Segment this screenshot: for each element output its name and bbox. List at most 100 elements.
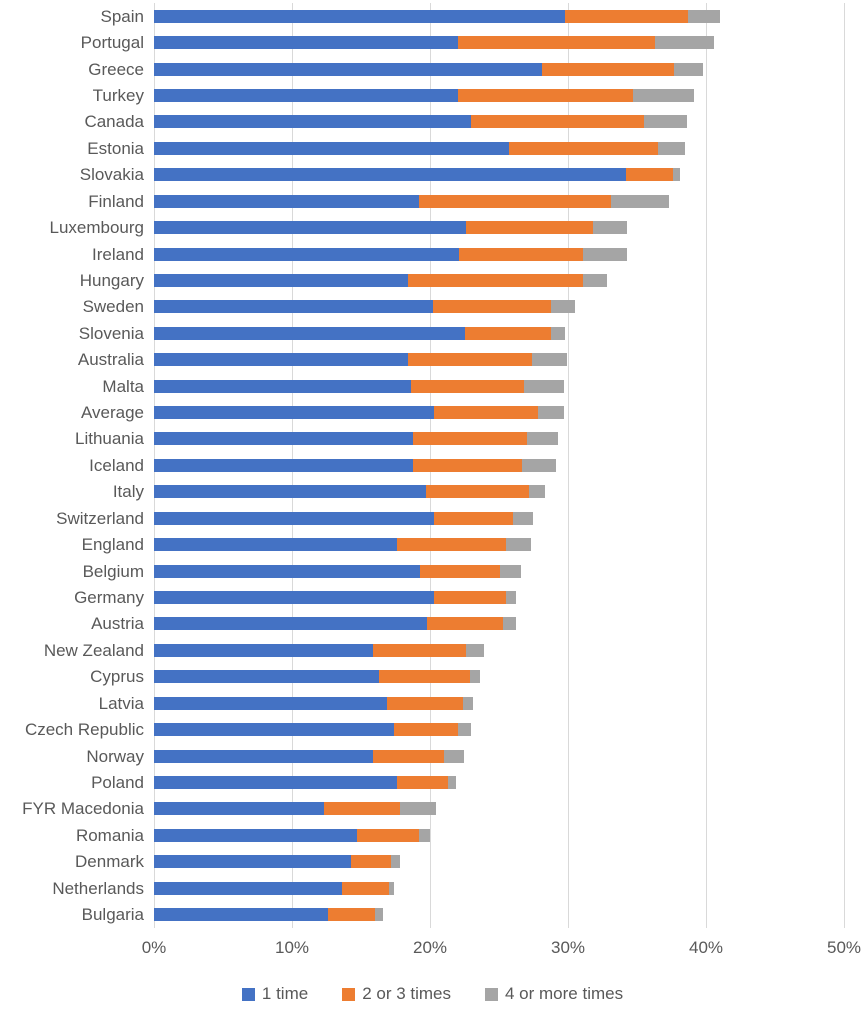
- bar-segment-2-or-3-times: [413, 432, 527, 446]
- bar-track: [154, 458, 844, 472]
- category-label: New Zealand: [43, 640, 144, 660]
- bar-track: [154, 723, 844, 737]
- bar-segment-2-or-3-times: [434, 590, 506, 604]
- bar-segment-4-or-more-times: [551, 300, 575, 314]
- bar-segment-4-or-more-times: [463, 696, 473, 710]
- bar-track: [154, 617, 844, 631]
- category-label: Sweden: [82, 297, 144, 317]
- legend-item-1-time: 1 time: [241, 984, 309, 1004]
- bar-segment-1-time: [154, 775, 397, 789]
- bar-track: [154, 802, 844, 816]
- bar-segment-1-time: [154, 168, 626, 182]
- chart-row: Lithuania: [0, 426, 865, 452]
- legend-swatch-icon: [342, 987, 356, 1001]
- gridline-30%: [568, 3, 569, 928]
- bar-track: [154, 247, 844, 261]
- gridline-40%: [706, 3, 707, 928]
- bar-segment-1-time: [154, 62, 542, 76]
- bar-segment-2-or-3-times: [396, 775, 448, 789]
- bar-track: [154, 379, 844, 393]
- bar-segment-1-time: [154, 406, 435, 420]
- bar-segment-1-time: [154, 908, 328, 922]
- category-label: Hungary: [79, 270, 144, 290]
- bar-segment-2-or-3-times: [420, 564, 501, 578]
- bar-segment-1-time: [154, 511, 435, 525]
- bar-track: [154, 326, 844, 340]
- bar-track: [154, 881, 844, 895]
- x-axis: 0% 10% 20% 30% 40% 50%: [142, 938, 861, 962]
- chart-row: Sweden: [0, 294, 865, 320]
- category-label: Iceland: [89, 455, 144, 475]
- legend-swatch-icon: [241, 987, 255, 1001]
- chart-row: Switzerland: [0, 505, 865, 531]
- bar-track: [154, 36, 844, 50]
- category-label: Finland: [88, 191, 144, 211]
- category-label: Luxembourg: [49, 218, 144, 238]
- bar-track: [154, 88, 844, 102]
- category-label: Greece: [88, 59, 144, 79]
- chart-row: Austria: [0, 611, 865, 637]
- bar-segment-4-or-more-times: [654, 36, 715, 50]
- bar-segment-1-time: [154, 643, 374, 657]
- chart-row: Slovakia: [0, 162, 865, 188]
- bar-segment-1-time: [154, 432, 414, 446]
- bar-segment-1-time: [154, 194, 419, 208]
- bar-segment-2-or-3-times: [341, 881, 389, 895]
- legend-label: 4 or more times: [505, 984, 624, 1003]
- bar-segment-4-or-more-times: [512, 511, 534, 525]
- category-label: Poland: [91, 772, 144, 792]
- bar-track: [154, 62, 844, 76]
- bar-segment-1-time: [154, 115, 472, 129]
- bar-segment-2-or-3-times: [465, 221, 593, 235]
- bar-track: [154, 749, 844, 763]
- bar-segment-4-or-more-times: [643, 115, 687, 129]
- chart-row: Estonia: [0, 135, 865, 161]
- bar-segment-4-or-more-times: [447, 775, 457, 789]
- bar-segment-4-or-more-times: [583, 247, 628, 261]
- bar-segment-4-or-more-times: [537, 406, 564, 420]
- category-label: Spain: [100, 6, 144, 26]
- legend-swatch-icon: [485, 987, 498, 1001]
- bar-track: [154, 168, 844, 182]
- bar-segment-2-or-3-times: [625, 168, 673, 182]
- bar-segment-2-or-3-times: [457, 88, 633, 102]
- bar-segment-4-or-more-times: [457, 723, 472, 737]
- category-label: Belgium: [82, 561, 144, 581]
- category-label: Latvia: [98, 693, 144, 713]
- x-tick-label: 40%: [688, 938, 724, 957]
- category-label: Malta: [102, 376, 144, 396]
- bar-track: [154, 115, 844, 129]
- bar-segment-1-time: [154, 458, 414, 472]
- category-label: Austria: [91, 614, 144, 634]
- bar-segment-4-or-more-times: [505, 538, 531, 552]
- bar-segment-2-or-3-times: [434, 511, 513, 525]
- bar-segment-4-or-more-times: [532, 353, 567, 367]
- bar-segment-4-or-more-times: [632, 88, 694, 102]
- chart-row: Netherlands: [0, 875, 865, 901]
- bar-segment-4-or-more-times: [672, 168, 680, 182]
- bar-segment-4-or-more-times: [500, 564, 522, 578]
- category-label: Average: [80, 403, 144, 423]
- category-label: Romania: [75, 825, 144, 845]
- bar-track: [154, 828, 844, 842]
- x-tick-label: 10%: [274, 938, 310, 957]
- bar-segment-4-or-more-times: [418, 828, 430, 842]
- bar-segment-1-time: [154, 88, 458, 102]
- bar-track: [154, 855, 844, 869]
- bar-segment-2-or-3-times: [327, 908, 375, 922]
- bar-segment-2-or-3-times: [407, 353, 533, 367]
- bar-segment-1-time: [154, 855, 352, 869]
- chart-row: Cyprus: [0, 664, 865, 690]
- x-tick-label: 30%: [550, 938, 586, 957]
- chart-row: Malta: [0, 373, 865, 399]
- chart-row: Portugal: [0, 29, 865, 55]
- legend-label: 2 or 3 times: [362, 984, 451, 1003]
- bar-track: [154, 194, 844, 208]
- bar-segment-4-or-more-times: [522, 458, 556, 472]
- category-label: Estonia: [87, 138, 144, 158]
- legend-label: 1 time: [261, 984, 309, 1003]
- bar-track: [154, 511, 844, 525]
- bar-segment-4-or-more-times: [657, 141, 686, 155]
- bar-segment-2-or-3-times: [351, 855, 392, 869]
- x-tick-label: 50%: [826, 938, 862, 957]
